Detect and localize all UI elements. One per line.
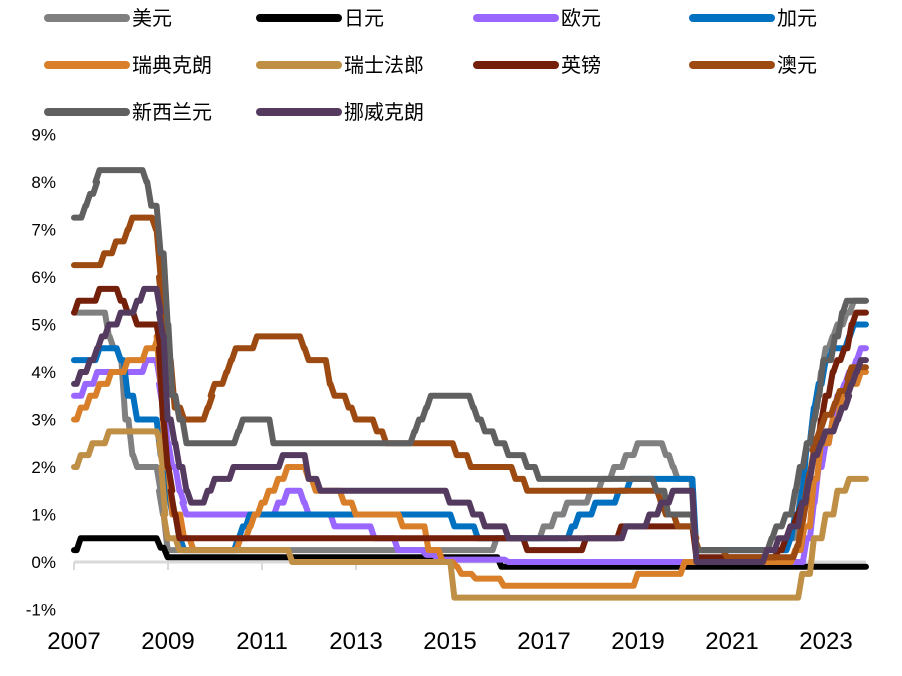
y-tick-label: 0% [31, 553, 56, 572]
legend-label: 澳元 [777, 54, 817, 77]
legend-item: 澳元 [689, 54, 817, 77]
x-tick-label: 2015 [423, 628, 476, 655]
x-tick-label: 2023 [799, 628, 852, 655]
y-tick-label: -1% [26, 601, 56, 620]
legend-item: 新西兰元 [44, 101, 212, 124]
legend-label: 日元 [344, 8, 384, 30]
series-lines [71, 167, 869, 601]
series-line-9 [71, 285, 869, 565]
x-tick-label: 2011 [236, 628, 288, 655]
legend-label: 美元 [132, 7, 172, 30]
series-line-8 [71, 167, 869, 554]
legend-label: 瑞典克朗 [132, 54, 212, 77]
y-tick-label: 7% [31, 221, 56, 240]
x-tick-label: 2019 [611, 628, 664, 655]
x-tick-label: 2007 [47, 628, 100, 655]
legend-label: 英镑 [561, 54, 601, 77]
legend-label: 新西兰元 [132, 101, 212, 124]
x-tick-label: 2013 [329, 628, 382, 655]
x-axis: 2007 2009 2011 2013 2015 2017 2019 2021 2023 [47, 560, 866, 655]
legend-item: 美元 [44, 7, 172, 30]
y-tick-label: 1% [31, 506, 56, 525]
y-axis: -1% 0% 1% 2% 3% 4% 5% 6% 7% 8% 9% [26, 126, 56, 620]
legend-item: 英镑 [473, 54, 601, 77]
x-tick-label: 2021 [705, 628, 758, 655]
legend-item: 加元 [689, 7, 817, 30]
legend-item: 瑞典克朗 [44, 54, 212, 77]
legend-label: 挪威克朗 [344, 101, 424, 124]
legend-label: 欧元 [561, 7, 601, 30]
x-tick-label: 2009 [141, 628, 194, 655]
y-tick-label: 4% [31, 363, 56, 382]
legend-item: 挪威克朗 [256, 101, 424, 124]
x-tick-label: 2017 [517, 628, 570, 655]
series-line-2 [71, 345, 869, 565]
y-tick-label: 9% [31, 126, 56, 145]
legend-label: 加元 [777, 7, 817, 30]
series-line-5 [71, 428, 869, 601]
y-tick-label: 8% [31, 173, 56, 192]
legend-label: 瑞士法郎 [344, 54, 424, 77]
y-tick-label: 2% [31, 458, 56, 477]
y-tick-label: 6% [31, 268, 56, 287]
y-tick-label: 3% [31, 411, 56, 430]
y-tick-label: 5% [31, 316, 56, 335]
legend-item: 欧元 [473, 7, 601, 30]
legend-item: 日元 [256, 8, 384, 30]
legend-item: 瑞士法郎 [256, 54, 424, 77]
